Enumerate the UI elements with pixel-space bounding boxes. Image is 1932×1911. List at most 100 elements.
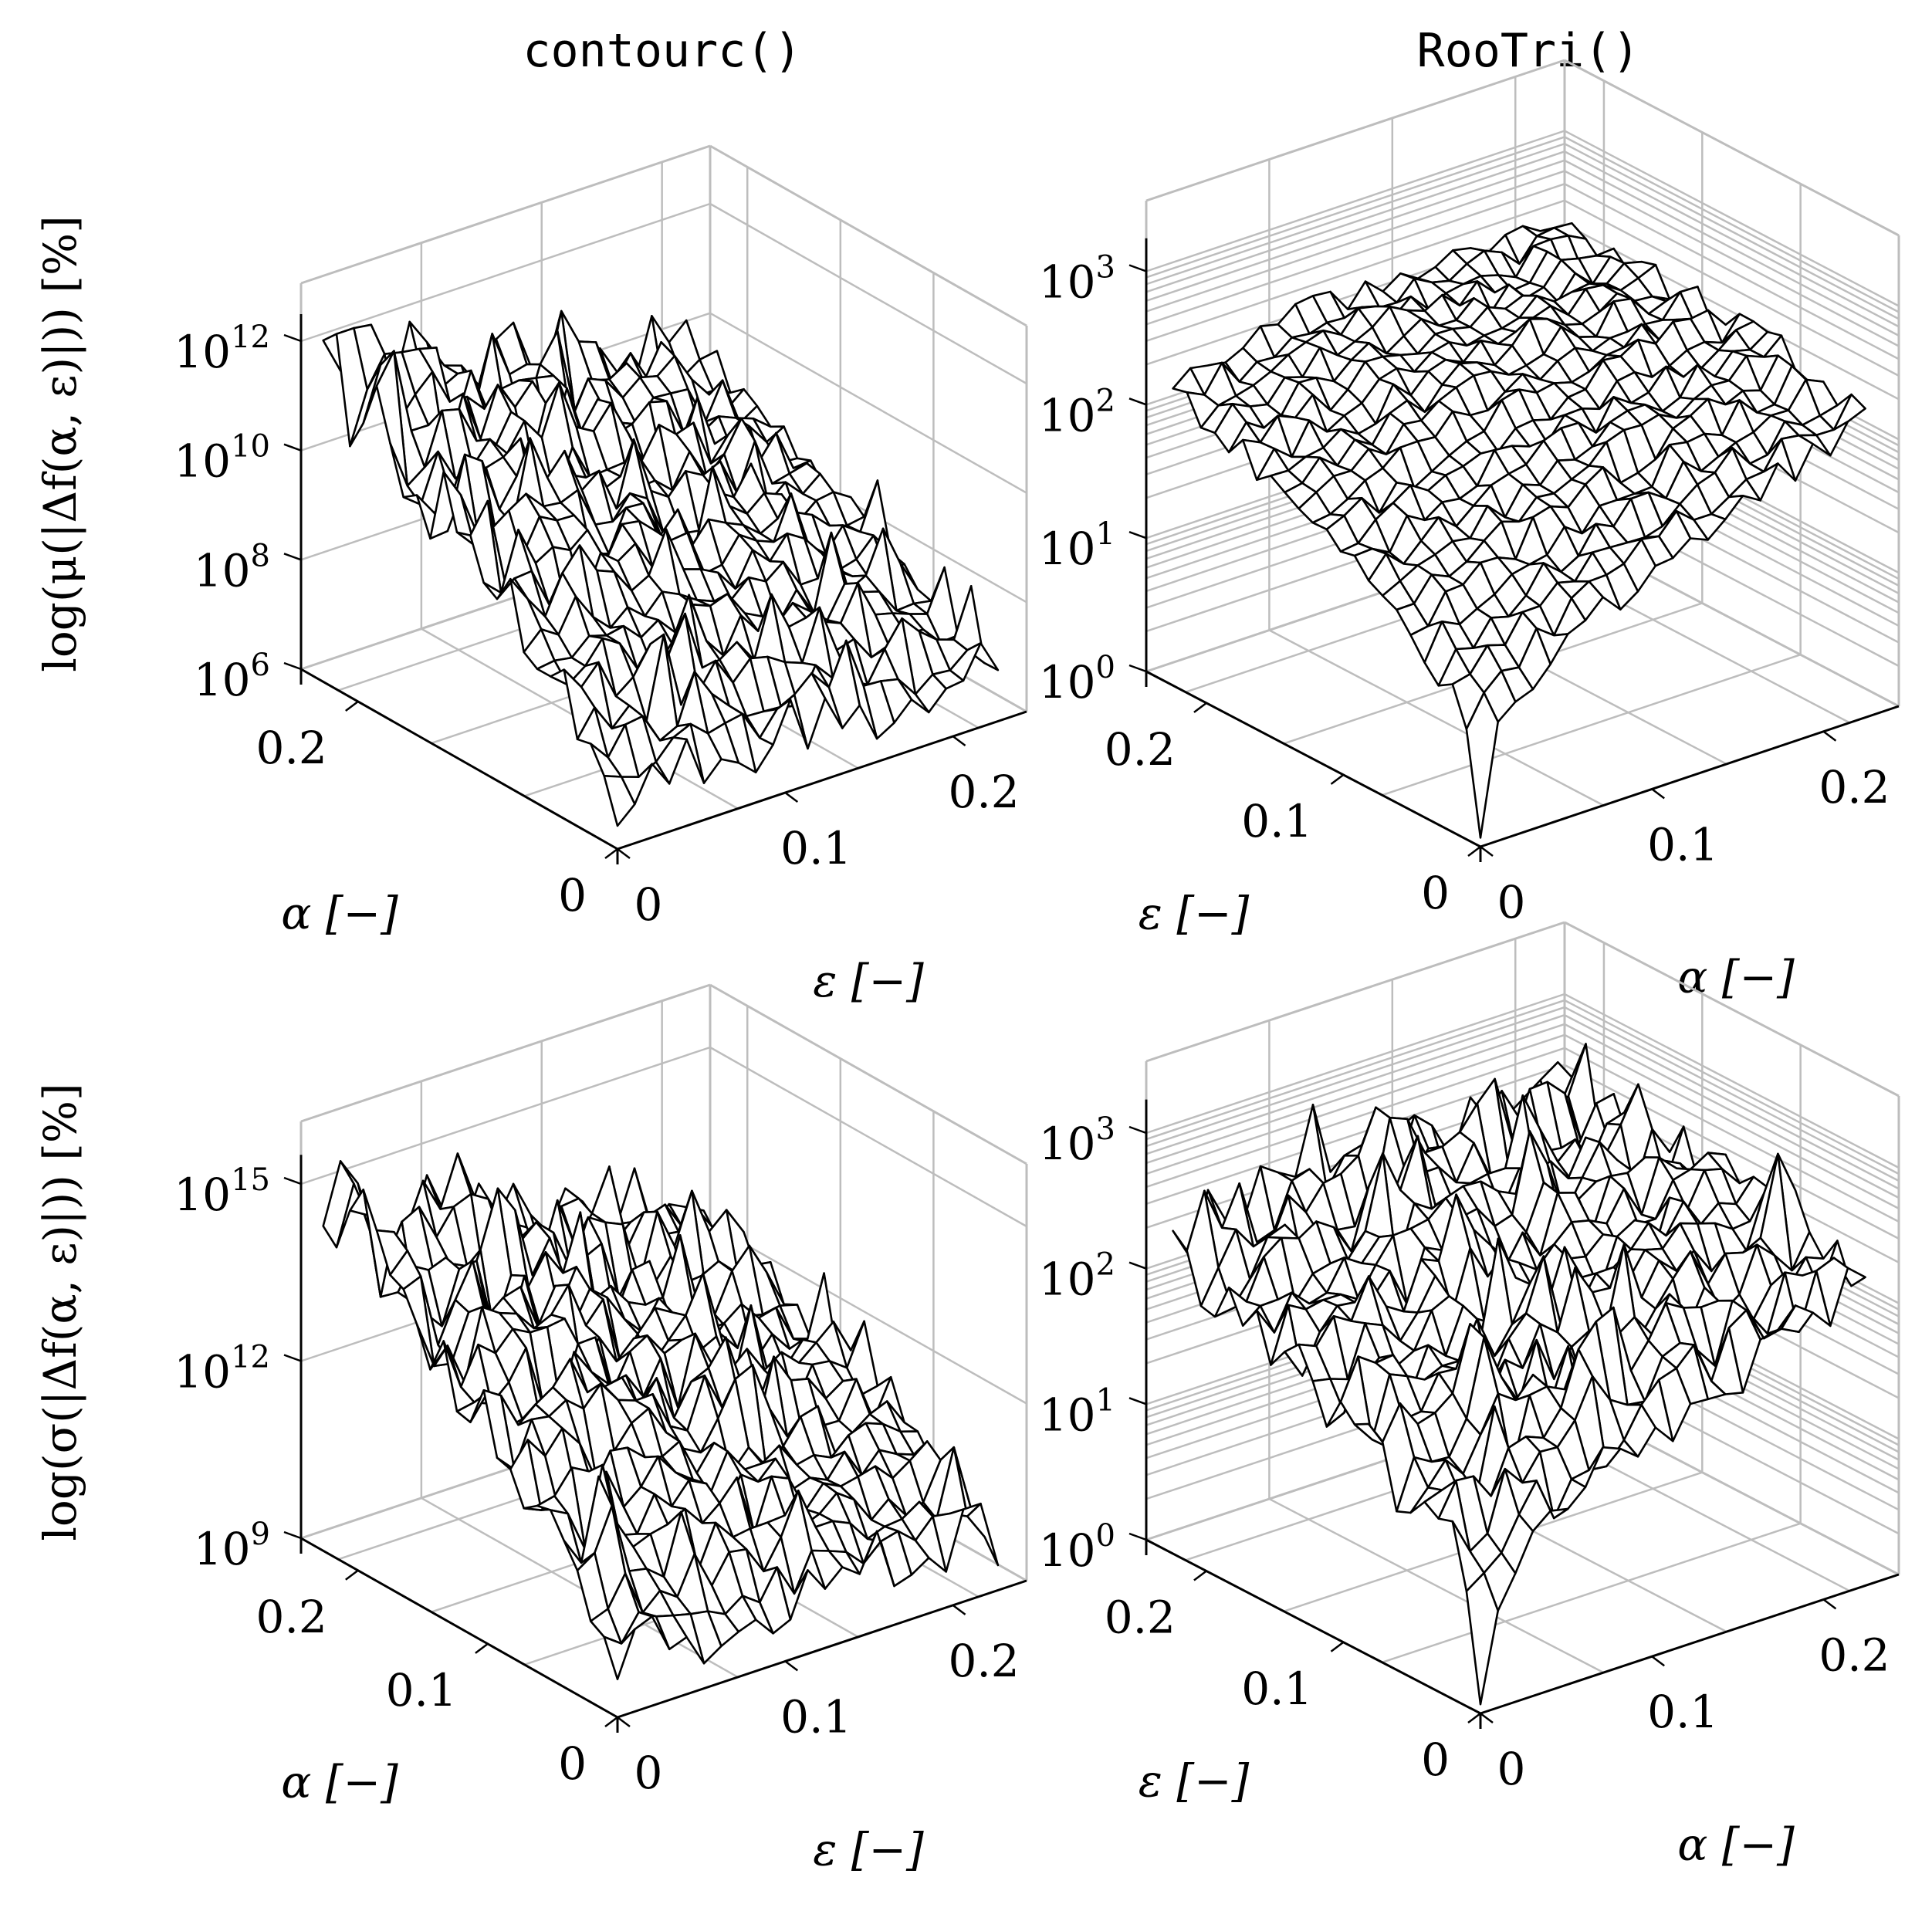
z-minor-gridline [1564,159,1900,337]
z-tick-label: 108 [194,538,270,597]
surface-cell [603,1628,636,1680]
z-gridline-left [1145,130,1565,272]
left-axis-label: α [−] [281,1756,398,1808]
z-tick [283,333,302,343]
top-back-edge-right [709,144,1027,327]
floor-gridline [1268,629,1604,807]
surface-mesh [1172,1043,1866,1706]
z-axis-label-std: log(σ(|Δf(α, ε)|)) [%] [34,1083,86,1541]
floor-gridline [1268,1497,1604,1674]
z-tick [1128,264,1147,272]
right-axis-tick [784,792,799,803]
right-axis-tick [617,848,631,859]
left-axis-tick-label: 0.1 [1241,1662,1312,1715]
z-tick [283,1176,302,1185]
z-gridline-left [1145,993,1565,1135]
z-minor-gridline [1564,1014,1900,1190]
right-axis-tick-label: 0.2 [1819,1629,1890,1681]
top-back-edge-right [1564,921,1900,1098]
left-axis-tick-label: 0 [558,1737,587,1790]
z-tick [1128,664,1147,673]
z-minor-gridline [1564,1033,1900,1209]
z-axis-label-mean: log(μ(|Δf(α, ε)|)) [%] [34,215,86,671]
top-back-edge-left [1145,921,1565,1063]
surface-cell [1465,692,1499,839]
right-axis-tick [1480,1713,1494,1723]
z-tick-label: 102 [1039,383,1115,441]
right-axis-tick [1651,788,1665,800]
z-tick-label: 101 [1039,516,1115,575]
top-back-edge-right [1564,59,1900,237]
surface-plot-std-rootri: 100 101 102 103 0 0.1 0.2 0 0.1 0.2 ε [−] α [−] [1039,921,1900,1871]
right-floor-axis [1480,1573,1900,1715]
z-tick-label: 1010 [174,429,270,488]
right-axis-label: α [−] [1677,951,1795,1003]
z-minor-gridline [1145,183,1565,326]
right-axis-tick-label: 0 [634,878,663,931]
z-minor-gridline [1564,1023,1900,1199]
top-back-edge-left [300,144,711,285]
floor-gridline [421,1497,739,1679]
z-minor-gridline [1145,143,1565,286]
right-axis-tick [1480,846,1494,857]
left-axis-tick-label: 0 [558,869,587,922]
left-axis-tick [1330,773,1345,785]
left-floor-axis [1145,670,1481,848]
left-axis-tick-label: 0 [1421,867,1450,919]
surface-plot-mean-rootri: 100 101 102 103 0 0.1 0.2 0 0.1 0.2 ε [−] α [−] [1039,59,1900,1003]
z-tick [283,1530,302,1540]
z-minor-gridline [1145,199,1565,343]
z-minor-gridline [1145,136,1565,279]
left-axis-tick-label: 0.1 [1241,795,1312,847]
z-tick [1128,397,1147,406]
top-back-edge-left [300,983,711,1123]
right-axis-tick [1822,730,1837,742]
column-title-rootri: RooTri() [1417,24,1640,78]
z-minor-gridline [1564,136,1900,313]
z-tick-label: 101 [1039,1382,1115,1441]
z-minor-gridline [1564,1006,1900,1182]
z-tick [1128,1532,1147,1541]
left-axis-tick [1467,1713,1481,1723]
left-floor-axis [300,1537,618,1719]
right-axis-tick-label: 0.1 [780,822,851,874]
z-tick [283,553,302,561]
top-back-edge-right [709,983,1027,1165]
surface-cell [603,774,636,827]
left-axis-label: ε [−] [1139,1755,1250,1808]
z-gridline-right [709,312,1027,494]
z-gridline-right [1564,130,1900,307]
z-minor-gridline [1564,143,1900,320]
left-axis-tick-label: 0.1 [386,1664,457,1717]
left-axis-tick [345,1569,359,1581]
left-axis-tick [1193,702,1207,713]
z-tick-label: 100 [1039,1518,1115,1577]
right-axis-tick [952,736,966,747]
z-tick-label: 103 [1039,1111,1115,1170]
right-axis-tick-label: 0 [1497,1743,1526,1795]
left-axis-tick [1193,1570,1207,1581]
right-axis-tick-label: 0.1 [1647,818,1718,871]
z-tick-label: 100 [1039,650,1115,709]
z-minor-gridline [1145,1033,1565,1175]
z-tick-label: 1012 [174,1340,270,1399]
z-gridline-left [300,1046,711,1185]
right-axis-tick-label: 0.2 [948,1635,1019,1687]
z-minor-gridline [1564,223,1900,401]
right-axis-tick-label: 0 [634,1747,663,1799]
top-back-edge-left [1145,59,1565,202]
z-minor-gridline [1145,1006,1565,1148]
z-tick [283,1354,302,1362]
left-axis-tick-label: 0.2 [1105,1591,1176,1644]
floor-gridline [1382,654,1802,797]
z-gridline-right [1564,993,1900,1169]
left-axis-tick [345,700,359,712]
z-minor-gridline [1564,170,1900,347]
z-minor-gridline [1145,1047,1565,1189]
z-tick [1128,1125,1147,1135]
z-minor-gridline [1564,999,1900,1175]
z-tick [1128,1261,1147,1270]
left-axis-tick [1467,846,1481,857]
z-minor-gridline [1564,199,1900,377]
